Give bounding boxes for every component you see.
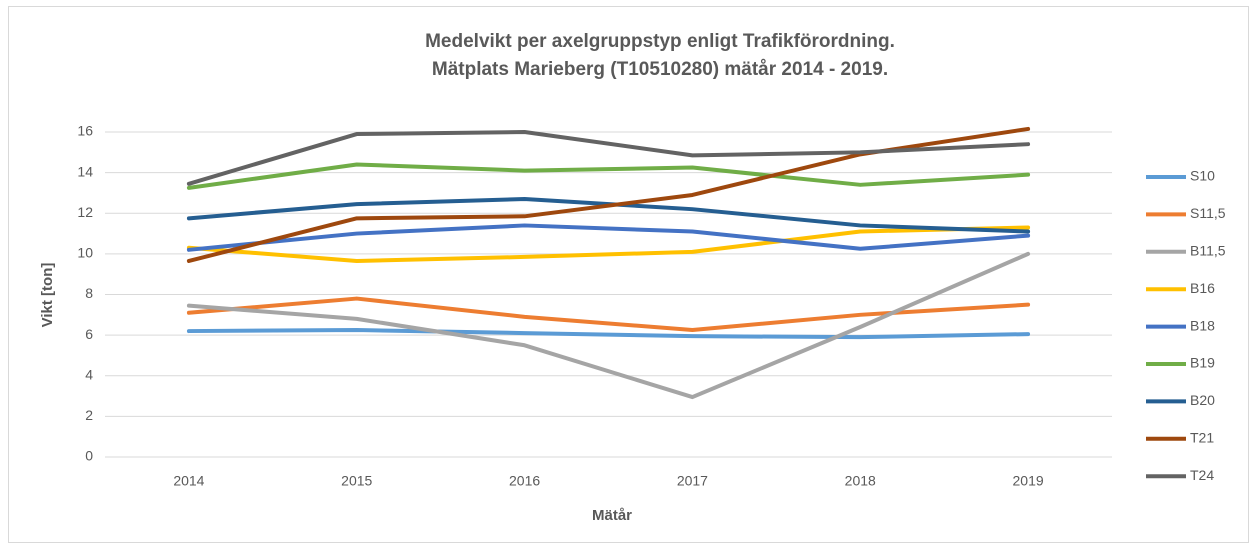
legend-label: B19 — [1190, 355, 1215, 371]
x-tick-label: 2017 — [677, 473, 708, 489]
legend-label: S11,5 — [1190, 205, 1226, 221]
y-tick-label: 6 — [85, 326, 93, 342]
y-tick-label: 0 — [85, 448, 93, 464]
legend-label: B16 — [1190, 280, 1215, 296]
x-axis-title: Mätår — [592, 507, 632, 524]
x-tick-label: 2018 — [845, 473, 876, 489]
series-line — [186, 223, 1031, 252]
x-tick-label: 2014 — [173, 473, 204, 489]
chart-title: Medelvikt per axelgruppstyp enligt Trafi… — [425, 31, 895, 52]
series-line — [186, 162, 1031, 190]
legend-label: B20 — [1190, 392, 1215, 408]
series-line — [186, 328, 1031, 340]
legend-label: B18 — [1190, 317, 1215, 333]
series-line — [186, 225, 1031, 263]
legend-label: S10 — [1190, 168, 1215, 184]
y-tick-label: 12 — [77, 204, 93, 220]
legend-label: B11,5 — [1190, 243, 1226, 259]
legend-label: T24 — [1190, 467, 1214, 483]
y-tick-label: 14 — [77, 163, 93, 179]
y-tick-label: 10 — [77, 245, 93, 261]
series-line — [186, 130, 1031, 186]
y-axis-title: Vikt [ton] — [39, 263, 56, 328]
x-tick-label: 2016 — [509, 473, 540, 489]
y-tick-label: 2 — [85, 407, 93, 423]
legend-label: T21 — [1190, 430, 1214, 446]
x-tick-label: 2015 — [341, 473, 372, 489]
chart-subtitle: Mätplats Marieberg (T10510280) mätår 201… — [432, 59, 888, 80]
x-tick-label: 2019 — [1013, 473, 1044, 489]
y-tick-label: 16 — [77, 123, 93, 139]
y-tick-label: 8 — [85, 285, 93, 301]
chart-border — [8, 6, 1249, 543]
y-tick-label: 4 — [85, 366, 93, 382]
series-line — [186, 251, 1031, 400]
